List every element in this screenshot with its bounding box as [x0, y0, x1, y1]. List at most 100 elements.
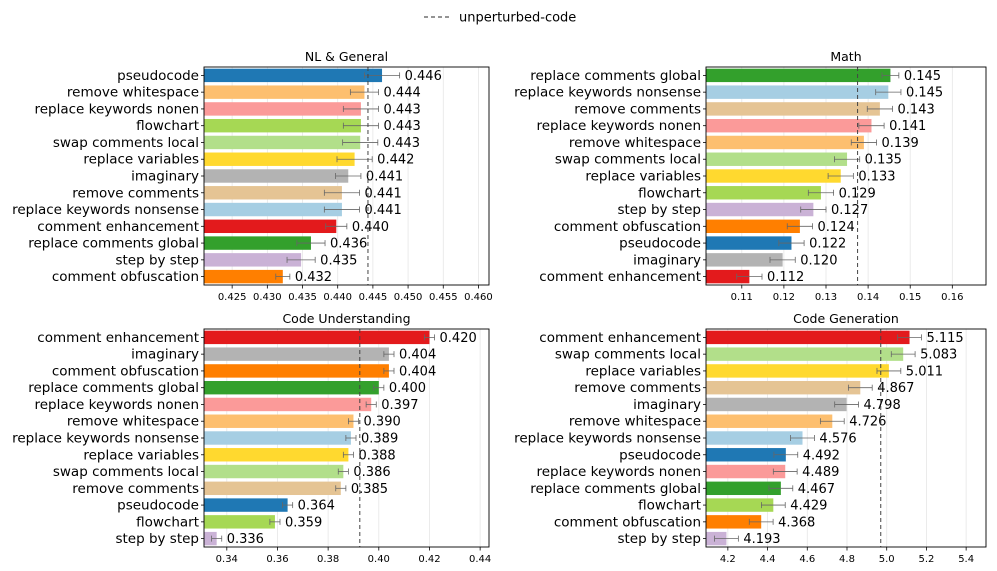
bar: [204, 397, 372, 412]
category-label: flowchart: [638, 498, 701, 514]
category-label: remove whitespace: [569, 414, 701, 430]
category-label: remove comments: [72, 481, 199, 497]
category-label: swap comments local: [555, 347, 701, 363]
category-label: comment enhancement: [539, 269, 701, 285]
x-tick-label: 0.13: [815, 292, 837, 303]
value-label: 0.446: [405, 69, 442, 84]
panel-title: NL & General: [305, 49, 388, 64]
bar: [204, 236, 311, 250]
x-tick-label: 0.44: [469, 554, 491, 565]
category-label: step by step: [115, 531, 199, 547]
value-label: 0.359: [285, 515, 322, 530]
value-label: 0.441: [365, 203, 402, 218]
category-label: replace variables: [585, 169, 701, 185]
x-tick-label: 0.38: [317, 554, 339, 565]
category-label: remove comments: [574, 380, 701, 396]
bar: [204, 515, 275, 529]
value-label: 0.143: [898, 102, 935, 117]
category-label: remove whitespace: [569, 135, 701, 151]
value-label: 4.193: [743, 532, 780, 547]
category-label: flowchart: [638, 185, 701, 201]
value-label: 0.442: [377, 153, 414, 168]
category-label: comment obfuscation: [554, 219, 701, 235]
value-label: 0.435: [320, 253, 357, 268]
value-label: 0.145: [904, 69, 941, 84]
bar: [204, 364, 389, 378]
value-label: 0.389: [361, 432, 398, 447]
x-tick-label: 5.2: [918, 554, 934, 565]
x-tick-label: 0.11: [731, 292, 753, 303]
value-label: 4.467: [798, 482, 835, 497]
x-tick-label: 0.455: [429, 292, 458, 303]
bar: [706, 269, 750, 284]
category-label: replace keywords nonsense: [514, 85, 701, 101]
value-label: 0.441: [365, 186, 402, 201]
category-label: remove whitespace: [67, 414, 199, 430]
bar: [204, 135, 361, 150]
bar: [204, 498, 288, 512]
value-label: 0.404: [399, 348, 436, 363]
x-tick-label: 0.435: [288, 292, 317, 303]
category-label: replace keywords nonen: [34, 101, 199, 117]
bar: [204, 464, 344, 479]
bar: [204, 102, 361, 116]
category-label: pseudocode: [117, 68, 199, 84]
value-label: 0.440: [352, 220, 389, 235]
panel-title: Code Generation: [793, 311, 899, 326]
bar: [706, 380, 861, 395]
value-label: 0.139: [882, 136, 919, 151]
bar: [706, 397, 847, 412]
value-label: 0.122: [809, 237, 846, 252]
x-tick-label: 4.8: [839, 554, 855, 565]
x-tick-label: 0.40: [368, 554, 390, 565]
x-tick-label: 0.14: [857, 292, 879, 303]
value-label: 4.492: [803, 448, 840, 463]
bar: [706, 118, 872, 133]
bar: [204, 347, 389, 361]
x-tick-label: 4.6: [799, 554, 815, 565]
value-label: 0.141: [889, 119, 926, 134]
value-label: 5.083: [920, 348, 957, 363]
category-label: remove whitespace: [67, 85, 199, 101]
bar: [204, 253, 302, 267]
x-tick-label: 0.42: [418, 554, 440, 565]
bar: [204, 186, 342, 200]
value-label: 0.120: [800, 253, 837, 268]
legend: unperturbed-code: [424, 11, 576, 26]
category-label: replace keywords nonen: [34, 397, 199, 413]
x-tick-label: 0.16: [941, 292, 963, 303]
bar: [706, 186, 821, 200]
x-tick-label: 0.36: [266, 554, 288, 565]
value-label: 4.489: [802, 465, 839, 480]
category-label: pseudocode: [619, 236, 701, 252]
x-tick-label: 0.15: [899, 292, 921, 303]
value-label: 0.443: [384, 119, 421, 134]
bar: [204, 152, 355, 166]
value-label: 5.011: [906, 364, 943, 379]
value-label: 4.429: [790, 499, 827, 514]
value-label: 0.135: [865, 153, 902, 168]
bar: [204, 68, 383, 83]
value-label: 4.867: [877, 381, 914, 396]
category-label: step by step: [617, 202, 701, 218]
bar: [706, 202, 814, 217]
value-label: 0.436: [330, 237, 367, 252]
bar: [204, 448, 349, 462]
category-label: remove comments: [574, 101, 701, 117]
category-label: replace comments global: [28, 380, 199, 396]
bar: [706, 481, 781, 496]
category-label: pseudocode: [619, 447, 701, 463]
category-label: replace comments global: [28, 236, 199, 252]
x-tick-label: 5.0: [879, 554, 895, 565]
category-label: flowchart: [136, 118, 199, 134]
bar: [204, 481, 341, 496]
bar: [706, 347, 904, 361]
panel-2: Code Understanding comment enhancement 0.4…: [12, 311, 491, 565]
panel-3: Code Generation comment enhancement 5.115 s…: [514, 311, 987, 565]
x-tick-label: 4.4: [760, 554, 776, 565]
value-label: 0.404: [399, 364, 436, 379]
value-label: 0.400: [389, 381, 426, 396]
category-label: step by step: [617, 531, 701, 547]
x-tick-label: 0.450: [394, 292, 423, 303]
bar: [204, 269, 283, 284]
